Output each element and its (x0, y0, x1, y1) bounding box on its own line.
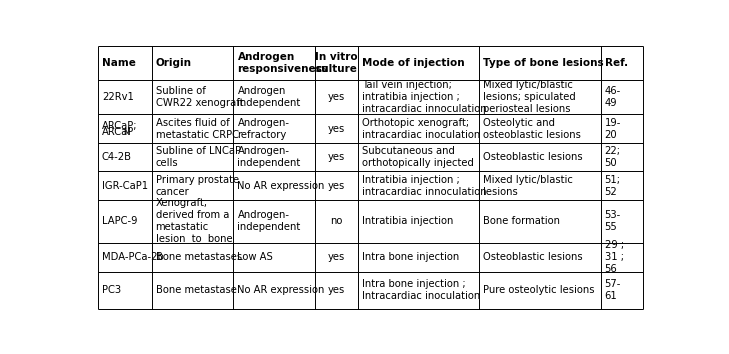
Text: Bone formation: Bone formation (483, 217, 560, 227)
Text: PC3: PC3 (102, 285, 121, 295)
Text: Mode of injection: Mode of injection (362, 58, 464, 68)
Text: Androgen
independent: Androgen independent (238, 86, 300, 108)
Text: Bone metastase: Bone metastase (155, 285, 236, 295)
Text: LAPC-9: LAPC-9 (102, 217, 137, 227)
Text: Androgen-
refractory: Androgen- refractory (238, 118, 289, 140)
Text: yes: yes (328, 124, 346, 134)
Text: ARCaP: ARCaP (102, 127, 134, 137)
Text: yes: yes (328, 181, 346, 191)
Text: Ascites fluid of
metastatic CRPC: Ascites fluid of metastatic CRPC (155, 118, 238, 140)
Text: No AR expression: No AR expression (238, 285, 325, 295)
Text: Type of bone lesions: Type of bone lesions (483, 58, 604, 68)
Text: Osteoblastic lesions: Osteoblastic lesions (483, 152, 583, 162)
Text: Subcutaneous and
orthotopically injected: Subcutaneous and orthotopically injected (362, 146, 474, 168)
Text: Tail vein injection;
intratibia injection ;
intracardiac innoculation: Tail vein injection; intratibia injectio… (362, 80, 486, 114)
Text: yes: yes (328, 92, 346, 102)
Text: No AR expression: No AR expression (238, 181, 325, 191)
Text: IGR-CaP1: IGR-CaP1 (102, 181, 148, 191)
Text: Ref.: Ref. (604, 58, 628, 68)
Text: yes: yes (328, 152, 346, 162)
Text: 46-
49: 46- 49 (604, 86, 621, 108)
Text: MDA-PCa-2b: MDA-PCa-2b (102, 252, 163, 262)
Text: Androgen-
independent: Androgen- independent (238, 146, 300, 168)
Text: 22Rv1: 22Rv1 (102, 92, 133, 102)
Text: yes: yes (328, 285, 346, 295)
Text: In vitro
culture: In vitro culture (316, 52, 358, 74)
Text: Intratibia injection ;
intracardiac innoculation: Intratibia injection ; intracardiac inno… (362, 175, 486, 197)
Text: 53-
55: 53- 55 (604, 211, 621, 233)
Text: Pure osteolytic lesions: Pure osteolytic lesions (483, 285, 595, 295)
Text: Osteoblastic lesions: Osteoblastic lesions (483, 252, 583, 262)
Text: 29 ;
31 ;
56: 29 ; 31 ; 56 (604, 240, 624, 274)
Text: Mixed lytic/blastic
lesions: Mixed lytic/blastic lesions (483, 175, 573, 197)
Text: no: no (330, 217, 343, 227)
Text: Orthotopic xenograft;
intracardiac inoculation: Orthotopic xenograft; intracardiac inocu… (362, 118, 480, 140)
Text: C4-2B: C4-2B (102, 152, 132, 162)
Text: 51;
52: 51; 52 (604, 175, 620, 197)
Text: ARCaP;: ARCaP; (102, 121, 137, 131)
Text: Origin: Origin (155, 58, 192, 68)
Text: Intra bone injection ;
Intracardiac inoculation: Intra bone injection ; Intracardiac inoc… (362, 279, 480, 301)
Text: Androgen
responsiveness: Androgen responsiveness (238, 52, 328, 74)
Text: Mixed lytic/blastic
lesions; spiculated
periosteal lesions: Mixed lytic/blastic lesions; spiculated … (483, 80, 576, 114)
Text: Intratibia injection: Intratibia injection (362, 217, 453, 227)
Text: 57-
61: 57- 61 (604, 279, 621, 301)
Text: Name: Name (102, 58, 136, 68)
Text: Subline of
CWR22 xenograft: Subline of CWR22 xenograft (155, 86, 243, 108)
Text: Low AS: Low AS (238, 252, 273, 262)
Text: yes: yes (328, 252, 346, 262)
Text: Xenograft,
derived from a
metastatic
lesion  to  bone: Xenograft, derived from a metastatic les… (155, 199, 232, 245)
Text: Subline of LNCaP
cells: Subline of LNCaP cells (155, 146, 241, 168)
Text: Bone metastases: Bone metastases (155, 252, 241, 262)
Text: Androgen-
independent: Androgen- independent (238, 211, 300, 233)
Text: 19-
20: 19- 20 (604, 118, 621, 140)
Text: Osteolytic and
osteoblastic lesions: Osteolytic and osteoblastic lesions (483, 118, 581, 140)
Text: M: M (123, 128, 130, 137)
Text: Intra bone injection: Intra bone injection (362, 252, 459, 262)
Text: Primary prostate
cancer: Primary prostate cancer (155, 175, 238, 197)
Text: 22;
50: 22; 50 (604, 146, 620, 168)
